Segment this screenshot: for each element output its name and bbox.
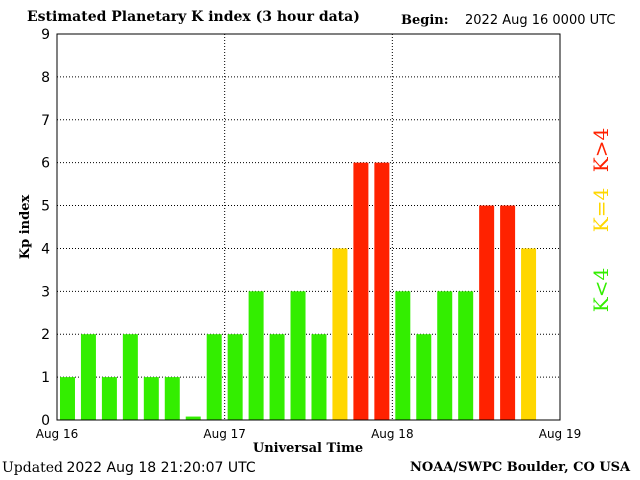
plot-frame: [56, 33, 561, 421]
kp-bar: [458, 291, 474, 420]
source-credit: NOAA/SWPC Boulder, CO USA: [410, 460, 631, 475]
kp-bar: [101, 377, 117, 420]
legend-entry: K<4: [589, 268, 613, 312]
kp-bar: [143, 377, 159, 420]
x-tick-labels: Aug 16 Aug 17 Aug 18 Aug 19: [36, 427, 582, 441]
updated-value: 2022 Aug 18 21:20:07 UTC: [66, 460, 256, 476]
kp-bar: [206, 334, 222, 420]
kp-bar: [500, 205, 516, 420]
y-tick-label: 9: [41, 27, 50, 43]
y-axis-label: Kp index: [18, 195, 33, 260]
gridlines: [57, 33, 560, 420]
bars: [59, 162, 537, 420]
x-tick-label: Aug 19: [539, 427, 582, 441]
x-axis-label: Universal Time: [253, 441, 363, 456]
kp-bar: [416, 334, 432, 420]
begin-value: 2022 Aug 16 0000 UTC: [465, 13, 616, 28]
x-tick-label: Aug 18: [371, 427, 414, 441]
kp-bar: [290, 291, 306, 420]
kp-bar: [521, 248, 537, 420]
kp-bar: [311, 334, 327, 420]
y-tick-label: 6: [41, 156, 50, 172]
kp-bar: [248, 291, 264, 420]
updated-label: Updated: [2, 460, 63, 476]
kp-bar: [59, 377, 75, 420]
x-tick-label: Aug 17: [203, 427, 246, 441]
kp-bar: [185, 416, 201, 420]
kp-bar: [227, 334, 243, 420]
kp-bar: [479, 205, 495, 420]
x-tick-label: Aug 16: [36, 427, 79, 441]
kp-bar: [332, 248, 348, 420]
begin-label: Begin:: [401, 13, 449, 28]
legend: K<4 K=4 K>4: [589, 128, 613, 312]
kp-bar: [164, 377, 180, 420]
kp-bar: [269, 334, 285, 420]
legend-entry: K=4: [589, 188, 613, 232]
chart-title: Estimated Planetary K index (3 hour data…: [27, 9, 360, 25]
kp-bar: [395, 291, 411, 420]
kp-bar: [437, 291, 453, 420]
legend-entry: K>4: [589, 128, 613, 172]
y-tick-labels: 0 1 2 3 4 5 6 7 8 9: [41, 27, 50, 429]
y-tick-label: 1: [41, 370, 50, 386]
y-tick-label: 3: [41, 284, 50, 300]
kp-bar: [122, 334, 138, 420]
updated-line: Updated 2022 Aug 18 21:20:07 UTC: [2, 460, 256, 477]
y-tick-label: 2: [41, 327, 50, 343]
y-tick-label: 7: [41, 113, 50, 129]
y-tick-label: 4: [41, 241, 50, 257]
kp-bar: [80, 334, 96, 420]
y-tick-label: 0: [41, 413, 50, 429]
y-tick-label: 8: [41, 70, 50, 86]
kp-bar: [374, 162, 390, 420]
y-tick-label: 5: [41, 199, 50, 215]
kp-bar: [353, 162, 369, 420]
